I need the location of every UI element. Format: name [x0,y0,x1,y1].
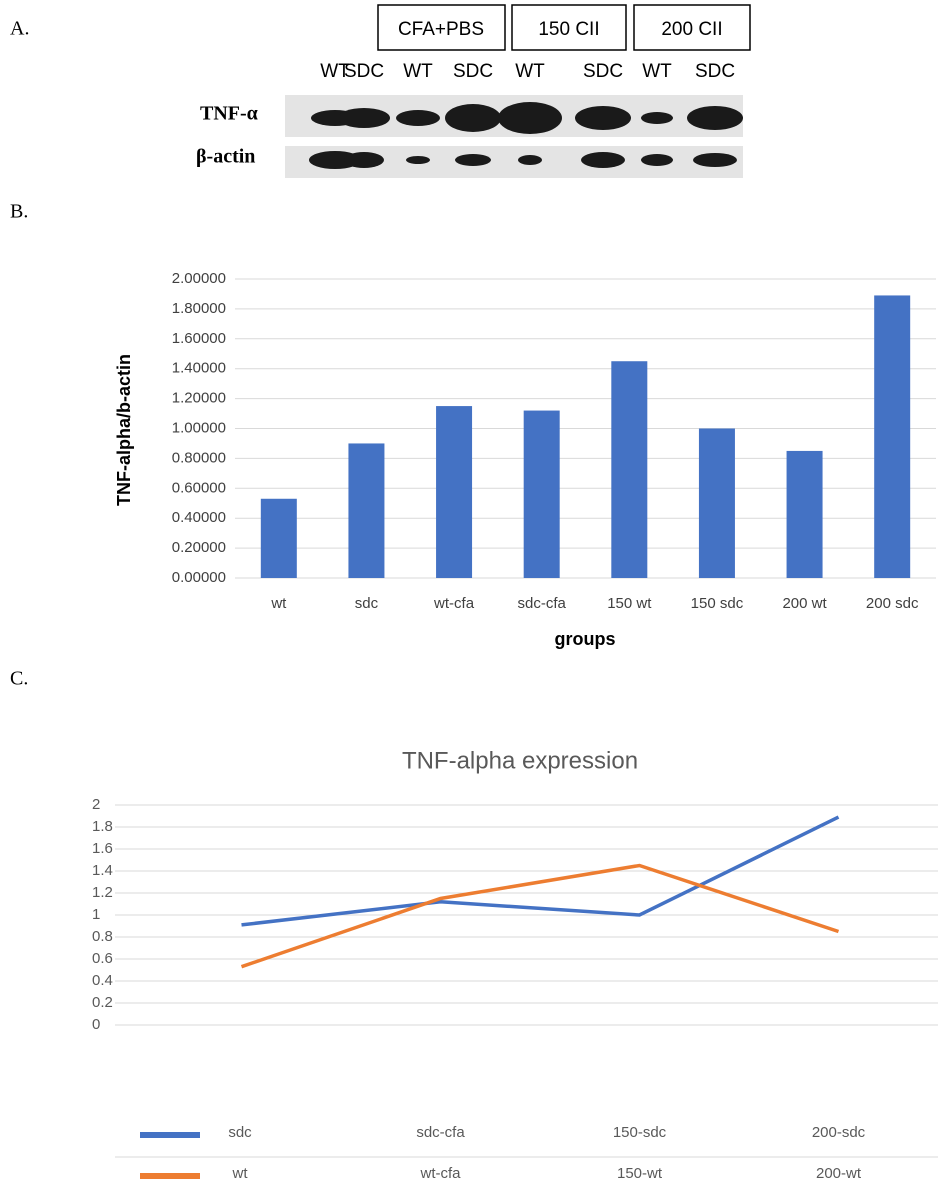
y-tick-label: 0 [92,1016,100,1033]
blot-band [575,106,631,130]
group-label: 200 CII [661,19,722,40]
lane-label: SDC [344,61,384,82]
blot-band [581,152,625,168]
blot-band [687,106,743,130]
bar [787,451,823,578]
x-tick-label: 150 wt [607,595,652,612]
x-tick-label: 200 sdc [866,595,919,612]
blot-band [498,102,562,134]
lane-label: SDC [453,61,493,82]
y-tick-label: 1.4 [92,862,113,879]
blot-band [344,152,384,168]
x-tick-label: wt-cfa [433,595,475,612]
bar [261,499,297,578]
y-tick-label: 1.20000 [172,390,226,407]
panel-label: A. [10,18,29,40]
x-category-label: 150-wt [617,1165,663,1182]
x-category-label: 200-sdc [812,1124,866,1141]
bar [436,406,472,578]
bar [611,361,647,578]
bar [699,429,735,579]
blot-band [338,108,390,128]
lane-label: WT [403,61,433,82]
x-tick-label: wt [270,595,287,612]
y-tick-label: 0.60000 [172,479,226,496]
chart-title: TNF-alpha expression [402,747,638,774]
y-tick-label: 1.60000 [172,330,226,347]
blot-band [518,155,542,165]
x-tick-label: 200 wt [782,595,827,612]
y-tick-label: 1.40000 [172,360,226,377]
panel-label: B. [10,201,28,223]
lane-label: SDC [583,61,623,82]
y-tick-label: 1.6 [92,840,113,857]
blot-band [445,104,501,132]
figure: A. B. C. TNF-α β-actin CFA+PBS 150 CII 2… [0,0,938,1184]
blot-row-label: TNF-α [200,103,258,125]
blot-band [641,112,673,124]
y-tick-label: 1.2 [92,884,113,901]
group-label: CFA+PBS [398,19,484,40]
y-tick-label: 0.00000 [172,569,226,586]
group-label: 150 CII [538,19,599,40]
y-tick-label: 1 [92,906,100,923]
x-category-label: 200-wt [816,1165,862,1182]
y-tick-label: 1.80000 [172,300,226,317]
y-tick-label: 0.4 [92,972,113,989]
bar [348,443,384,578]
lane-label: SDC [695,61,735,82]
x-category-label: wt [232,1165,249,1182]
y-tick-label: 0.40000 [172,509,226,526]
lane-label: WT [515,61,545,82]
page: A. B. C. TNF-α β-actin CFA+PBS 150 CII 2… [0,0,938,1184]
x-category-label: sdc-cfa [416,1124,465,1141]
y-tick-label: 0.8 [92,928,113,945]
y-tick-label: 1.8 [92,818,113,835]
y-tick-label: 2.00000 [172,270,226,287]
y-tick-label: 0.2 [92,994,113,1011]
bar [874,295,910,578]
y-tick-label: 1.00000 [172,419,226,436]
x-category-label: wt-cfa [419,1165,461,1182]
x-category-label: sdc [228,1124,252,1141]
blot-band [641,154,673,166]
blot-band [396,110,440,126]
x-category-label: 150-sdc [613,1124,667,1141]
x-tick-label: sdc-cfa [518,595,567,612]
blot-band [406,156,430,164]
y-tick-label: 0.20000 [172,539,226,556]
blot-band [693,153,737,167]
y-tick-label: 2 [92,796,100,813]
x-tick-label: sdc [355,595,379,612]
lane-label: WT [642,61,672,82]
y-tick-label: 0.6 [92,950,113,967]
x-axis-label: groups [555,629,616,649]
panel-label: C. [10,668,28,690]
x-tick-label: 150 sdc [691,595,744,612]
blot-band [455,154,491,166]
y-tick-label: 0.80000 [172,449,226,466]
blot-row-label: β-actin [196,146,255,168]
y-axis-label: TNF-alpha/b-actin [114,354,134,506]
bar [524,411,560,578]
